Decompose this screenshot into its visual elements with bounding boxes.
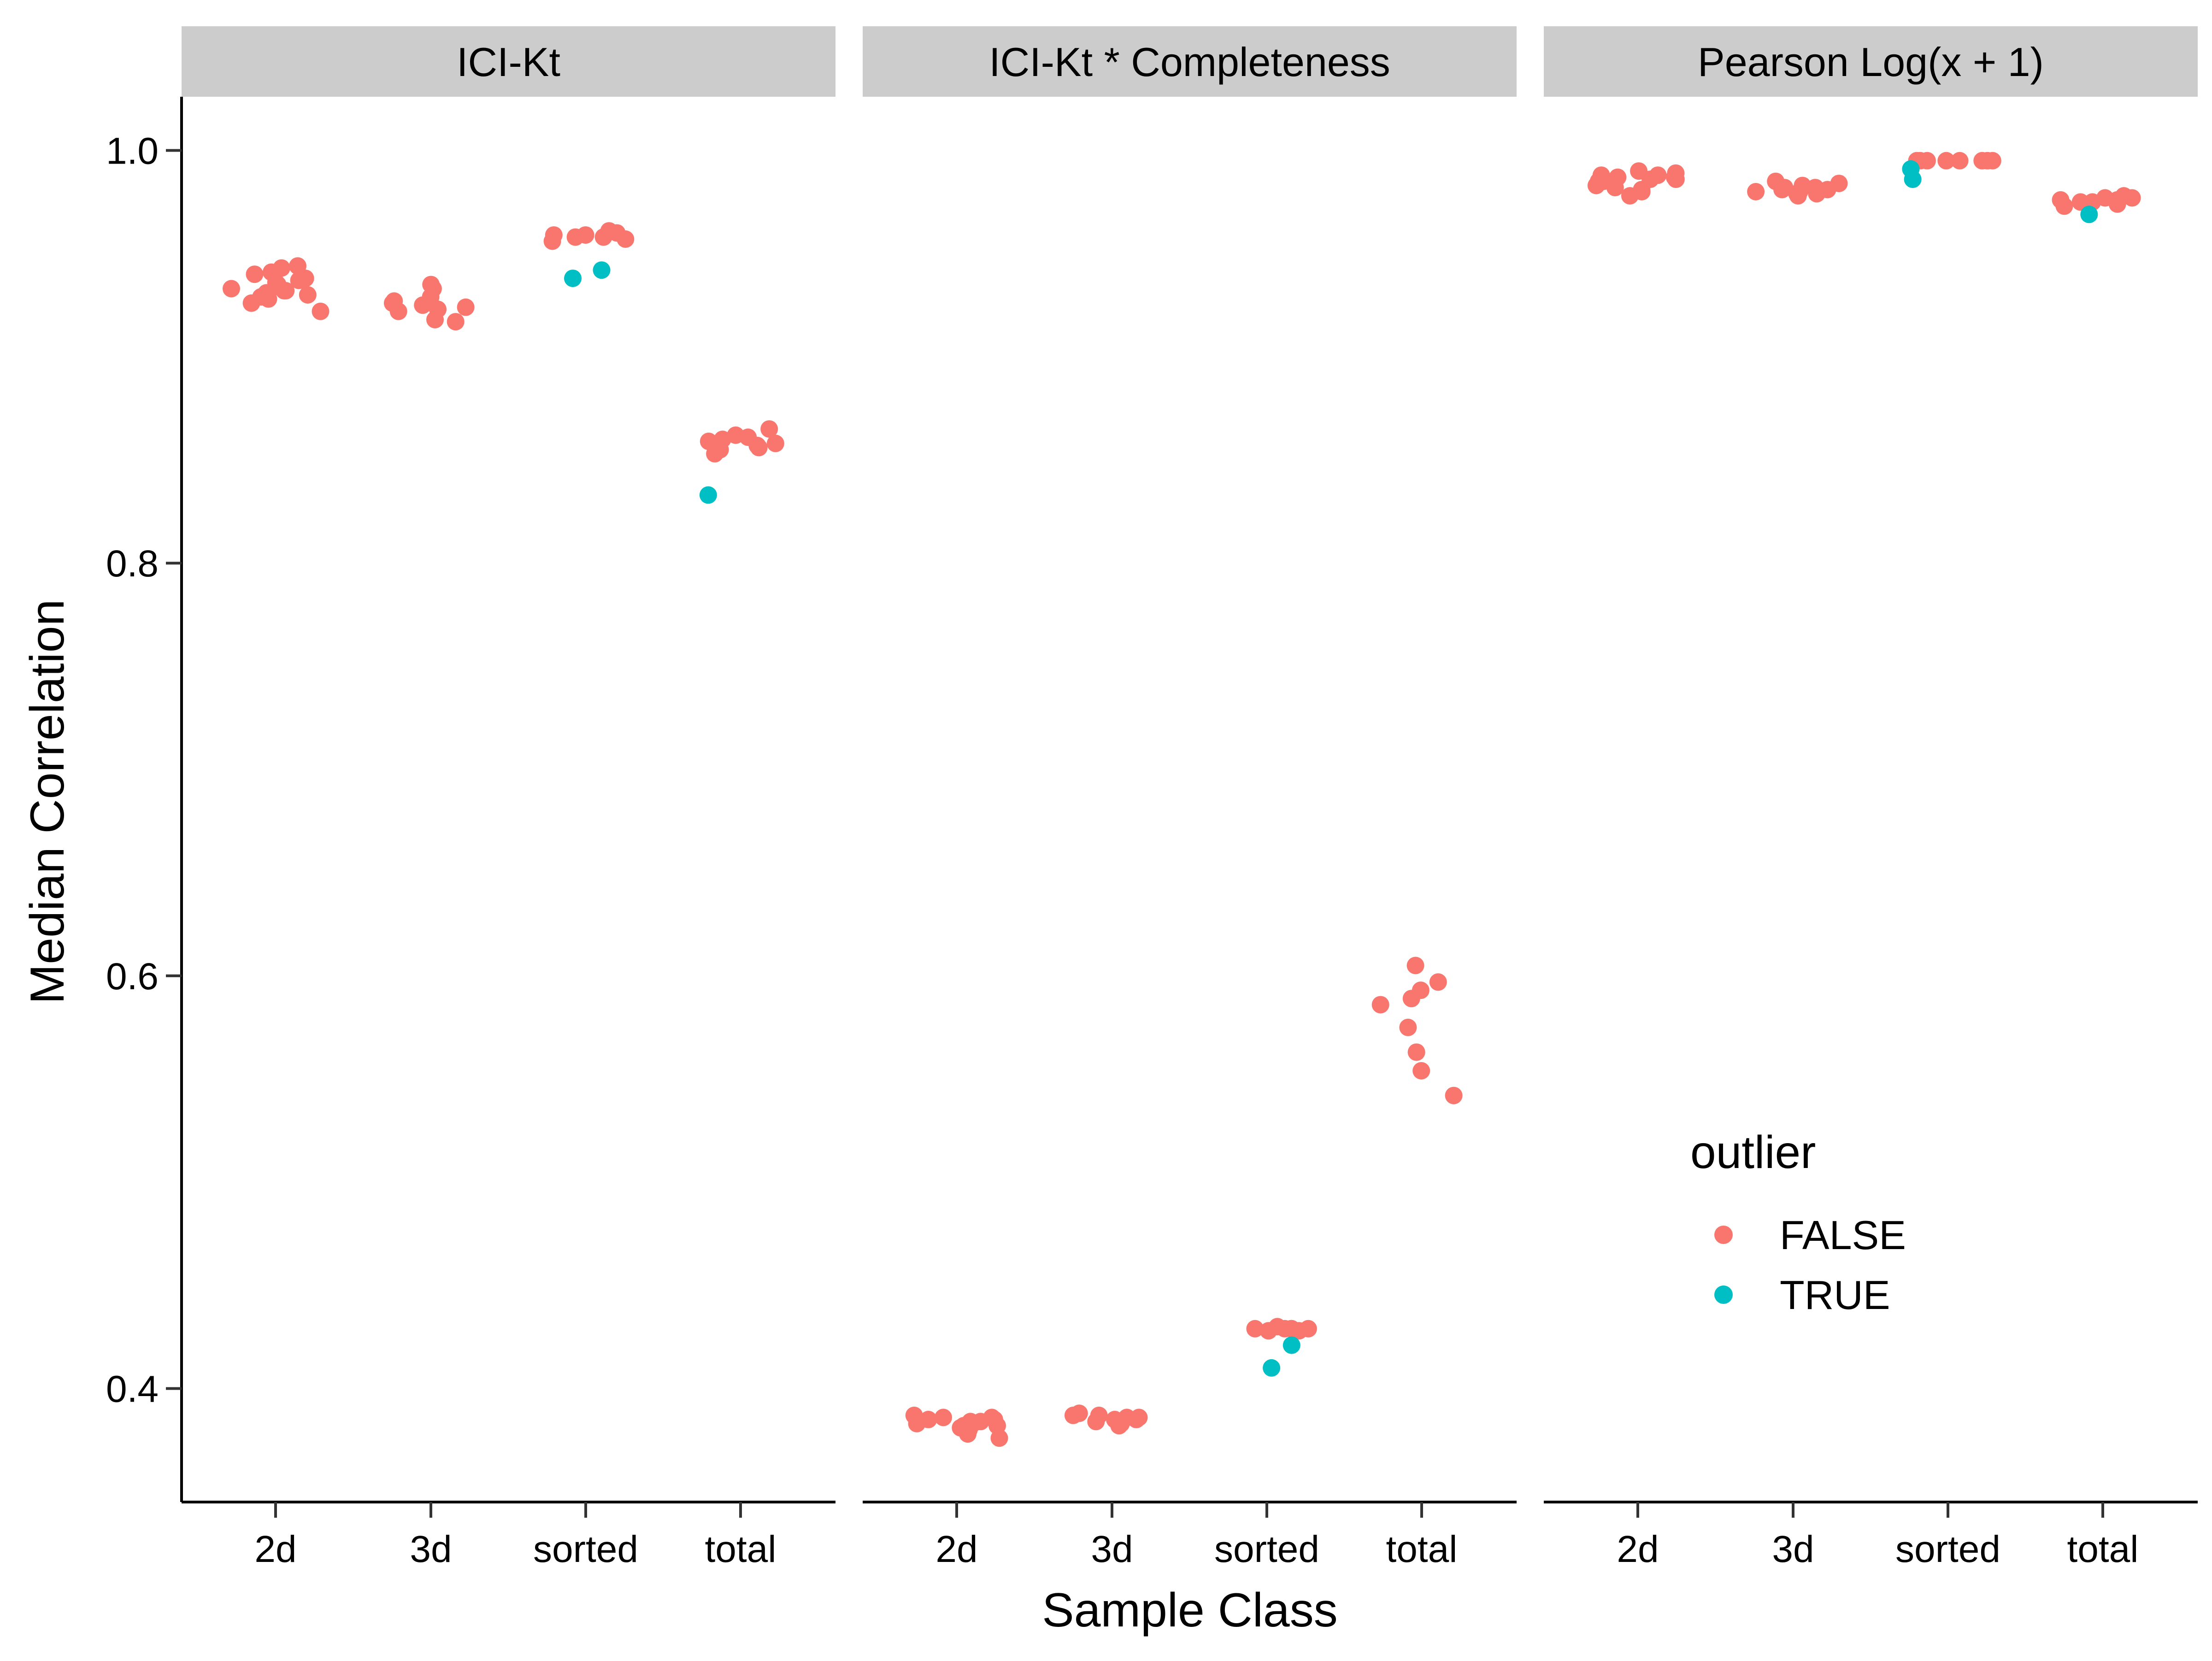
legend: outlier FALSE TRUE [1690, 1127, 1906, 1318]
legend-title: outlier [1690, 1127, 1816, 1178]
y-tick-label: 0.8 [106, 543, 159, 585]
data-point [1918, 152, 1936, 170]
data-point [617, 230, 635, 248]
data-point [1064, 1406, 1082, 1424]
data-point [564, 270, 582, 288]
data-point [2123, 189, 2141, 207]
legend-key [1714, 1226, 1733, 1244]
facet-panel-1: ICI-Kt 2d 3d sorted total 0.4 0.6 0.8 1.0 [106, 26, 835, 1570]
x-tick-label: total [2067, 1528, 2139, 1570]
facet-panel-2: ICI-Kt * Completeness 2d 3d sorted total [863, 26, 1517, 1570]
data-point [312, 302, 329, 320]
x-tick-label: sorted [533, 1528, 638, 1570]
data-point [1402, 990, 1420, 1008]
y-tick-label: 0.6 [106, 956, 159, 998]
data-point [1445, 1086, 1463, 1104]
data-point [1087, 1413, 1105, 1431]
data-point [1287, 1322, 1305, 1340]
data-point [1407, 1043, 1425, 1061]
data-point [2055, 197, 2073, 215]
x-tick-label: 3d [410, 1528, 452, 1570]
x-tick-label: sorted [1214, 1528, 1319, 1570]
facet-title: ICI-Kt * Completeness [989, 39, 1390, 85]
data-point [908, 1414, 926, 1432]
data-point [1667, 170, 1685, 188]
data-point [1973, 152, 1991, 170]
data-point [1808, 185, 1826, 203]
data-point [2108, 195, 2126, 213]
data-point [277, 282, 295, 299]
x-tick-label: 2d [254, 1528, 296, 1570]
data-point [1904, 170, 1922, 188]
data-point [1259, 1322, 1277, 1340]
data-point [1937, 152, 1955, 170]
y-axis-title: Median Correlation [21, 599, 74, 1004]
facet-title: Pearson Log(x + 1) [1698, 39, 2044, 85]
data-point [246, 265, 264, 283]
facet-panel-3: Pearson Log(x + 1) 2d 3d sorted total [1544, 26, 2198, 1570]
facet-strip [1544, 26, 2198, 97]
data-point [389, 302, 407, 320]
data-point [1406, 957, 1424, 974]
y-tick-label: 1.0 [106, 130, 159, 172]
data-point [760, 420, 778, 438]
data-point [706, 445, 724, 463]
x-tick-label: total [1386, 1528, 1458, 1570]
data-point [593, 261, 611, 279]
data-point [1263, 1359, 1281, 1377]
x-tick-label: 2d [935, 1528, 977, 1570]
data-point [766, 434, 784, 452]
x-tick-label: sorted [1895, 1528, 2000, 1570]
x-tick-label: 2d [1617, 1528, 1659, 1570]
x-axis-title: Sample Class [1042, 1584, 1338, 1637]
data-point [426, 311, 444, 329]
data-point [1429, 973, 1447, 991]
data-point [1371, 996, 1389, 1014]
y-tick-label: 0.4 [106, 1368, 159, 1410]
data-point [1789, 187, 1807, 205]
legend-key [1714, 1285, 1733, 1304]
data-point [1621, 187, 1639, 205]
data-point [414, 296, 432, 314]
legend-label: FALSE [1780, 1212, 1906, 1258]
x-tick-label: 3d [1772, 1528, 1814, 1570]
data-point [543, 232, 561, 250]
data-point [1110, 1417, 1128, 1435]
legend-label: TRUE [1780, 1272, 1890, 1318]
data-point [447, 313, 465, 331]
x-tick-label: 3d [1091, 1528, 1133, 1570]
data-point [1951, 152, 1969, 170]
data-point [1399, 1018, 1417, 1036]
data-point [242, 294, 260, 312]
data-point [750, 439, 768, 457]
data-point [1773, 181, 1791, 199]
data-point [1282, 1336, 1300, 1354]
data-point [990, 1429, 1008, 1447]
data-point [1246, 1320, 1264, 1338]
data-point [1606, 179, 1624, 197]
facet-strip [863, 26, 1517, 97]
data-point [223, 280, 240, 298]
data-point [457, 298, 475, 316]
data-point [290, 271, 308, 289]
data-point [699, 486, 717, 504]
data-point [959, 1425, 977, 1443]
data-point [1127, 1410, 1145, 1428]
data-point [299, 286, 317, 304]
data-point [935, 1409, 952, 1426]
data-point [259, 290, 277, 308]
data-point [1587, 176, 1605, 194]
facet-strip [182, 26, 835, 97]
facet-title: ICI-Kt [457, 39, 560, 85]
data-point [594, 228, 612, 246]
data-point [1412, 1062, 1430, 1080]
x-tick-label: total [705, 1528, 777, 1570]
data-point [566, 228, 584, 246]
data-point [2080, 205, 2098, 223]
data-point [1747, 183, 1765, 200]
